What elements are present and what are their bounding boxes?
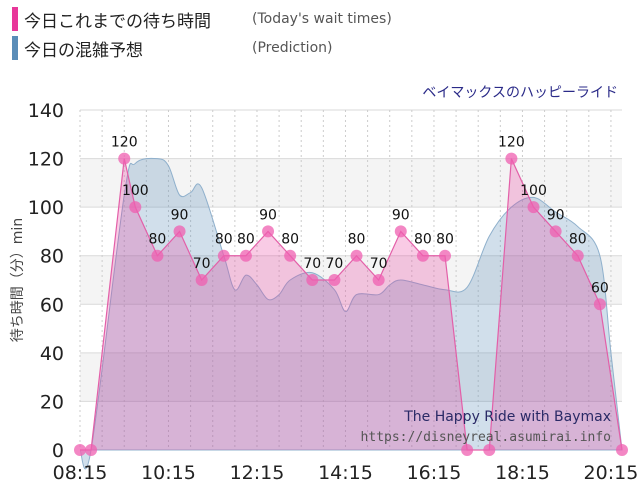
plot-band — [80, 158, 622, 208]
actual-point — [350, 249, 363, 262]
actual-point — [416, 249, 429, 262]
data-label: 80 — [569, 232, 587, 248]
plot-band — [80, 352, 622, 402]
data-label: 80 — [414, 232, 432, 248]
x-tick-label: 18:15 — [495, 462, 550, 484]
actual-point — [151, 249, 164, 262]
legend-en-actual: (Today's wait times) — [252, 11, 392, 27]
actual-point — [505, 152, 518, 165]
data-label: 100 — [122, 183, 149, 199]
y-tick-label: 100 — [28, 197, 64, 219]
data-label: 80 — [237, 232, 255, 248]
actual-point — [483, 444, 496, 456]
data-label: 80 — [149, 232, 167, 248]
actual-point — [306, 274, 319, 286]
x-tick-label: 10:15 — [141, 462, 196, 484]
x-tick-label: 16:15 — [407, 462, 462, 484]
chart-title: ベイマックスのハッピーライド — [422, 85, 618, 101]
actual-point — [571, 249, 584, 262]
actual-point — [593, 298, 606, 311]
x-tick-label: 08:15 — [53, 462, 108, 484]
actual-point — [372, 274, 385, 286]
actual-point — [118, 152, 131, 165]
data-label: 80 — [348, 232, 366, 248]
y-tick-label: 40 — [40, 343, 64, 365]
plot-band — [80, 255, 622, 305]
actual-point — [262, 225, 275, 238]
y-tick-label: 20 — [40, 391, 64, 413]
plot-band — [80, 207, 622, 256]
legend-swatch-prediction — [12, 36, 18, 60]
actual-point — [394, 225, 407, 238]
data-label: 120 — [498, 135, 525, 151]
data-label: 80 — [436, 232, 454, 248]
legend-label-actual: 今日これまでの待ち時間 — [24, 11, 211, 32]
legend-en-prediction: (Prediction) — [252, 40, 333, 56]
actual-point — [173, 225, 186, 238]
actual-point — [239, 249, 252, 262]
actual-point — [616, 444, 628, 456]
plot-band — [80, 110, 622, 159]
data-label: 120 — [111, 135, 138, 151]
annotation-url: https://disneyreal.asumirai.info — [361, 430, 611, 445]
actual-point — [461, 444, 474, 456]
actual-area — [80, 158, 622, 451]
y-tick-label: 140 — [28, 100, 64, 122]
actual-point — [527, 201, 540, 214]
actual-point — [129, 201, 142, 214]
y-tick-label: 0 — [52, 440, 64, 462]
data-label: 70 — [193, 256, 211, 272]
data-label: 90 — [171, 207, 189, 223]
data-label: 80 — [281, 232, 299, 248]
actual-point — [217, 249, 230, 262]
data-label: 80 — [215, 232, 233, 248]
data-label: 70 — [325, 256, 343, 272]
x-tick-label: 14:15 — [318, 462, 373, 484]
actual-point — [328, 274, 341, 286]
data-label: 90 — [259, 207, 277, 223]
y-tick-label: 60 — [40, 294, 64, 316]
actual-point — [549, 225, 562, 238]
legend-item-actual: 今日これまでの待ち時間 (Today's wait times) — [12, 6, 392, 32]
x-tick-label: 20:15 — [584, 462, 639, 484]
y-axis-label: 待ち時間（分）min — [10, 218, 26, 342]
data-label: 70 — [303, 256, 321, 272]
data-label: 90 — [547, 207, 565, 223]
legend-label-prediction: 今日の混雑予想 — [24, 40, 143, 61]
data-label: 60 — [591, 280, 609, 296]
actual-point — [74, 444, 86, 456]
annotation-ride-name: The Happy Ride with Baymax — [403, 409, 611, 425]
x-tick-label: 12:15 — [230, 462, 285, 484]
prediction-area — [79, 157, 623, 470]
y-tick-label: 80 — [40, 246, 64, 268]
data-label: 90 — [392, 207, 410, 223]
data-label: 70 — [370, 256, 388, 272]
legend-swatch-actual — [12, 7, 18, 31]
y-tick-label: 120 — [28, 149, 64, 171]
actual-point — [195, 274, 208, 286]
actual-point — [284, 249, 297, 262]
plot-band — [80, 401, 622, 450]
plot-band — [80, 304, 622, 353]
data-label: 100 — [520, 183, 547, 199]
actual-point — [439, 249, 452, 262]
legend-item-prediction: 今日の混雑予想 (Prediction) — [12, 35, 332, 61]
actual-point — [85, 444, 98, 456]
